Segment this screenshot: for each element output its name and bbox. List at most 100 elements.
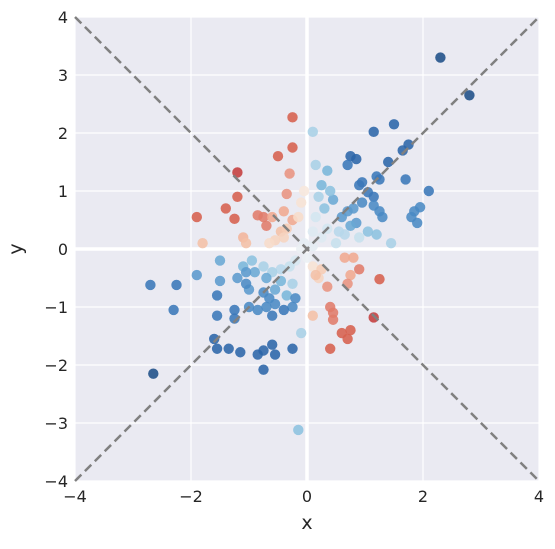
scatter-point [211,290,223,301]
scatter-point [400,174,411,185]
scatter-point [322,165,333,176]
scatter-point [342,159,353,171]
scatter-point [368,191,379,202]
x-axis-label: x [301,512,312,534]
scatter-point [252,304,263,316]
scatter-point [229,213,240,225]
y-tick-label: 3 [58,66,68,85]
y-tick-labels: −4 −3 −2 −1 0 1 2 3 4 [44,8,68,491]
x-tick-label: −4 [63,487,87,506]
scatter-point [345,151,356,162]
scatter-point [235,347,246,358]
scatter-point [327,314,339,325]
scatter-point [325,343,336,354]
scatter-point [316,232,327,243]
scatter-point [290,293,301,304]
scatter-point [368,126,379,138]
scatter-point [336,211,347,223]
scatter-point [214,275,226,287]
y-tick-label: −1 [44,298,68,317]
x-tick-label: 0 [302,487,312,506]
scatter-point [313,191,324,202]
scatter-point [348,252,359,263]
scatter-point [356,197,368,208]
scatter-point [307,310,318,321]
y-tick-label: −4 [44,472,68,491]
scatter-point [371,229,382,240]
scatter-point [383,156,394,168]
scatter-point [374,273,385,285]
scatter-point [284,168,295,179]
scatter-point [307,126,318,138]
scatter-point [362,226,374,237]
scatter-point [374,174,385,185]
scatter-point [301,252,313,263]
scatter-point [278,304,289,316]
scatter-point [325,185,336,197]
scatter-point [287,278,298,289]
y-axis-label: y [5,243,27,254]
scatter-point [211,343,223,354]
data-points [145,52,475,436]
scatter-point [298,185,310,197]
scatter-point [423,185,434,197]
scatter-point [327,194,339,205]
scatter-point [267,310,278,321]
scatter-point [435,52,446,63]
scatter-point [307,240,318,252]
scatter-point [339,252,350,263]
scatter-point [197,238,208,249]
scatter-point [258,211,269,223]
scatter-point [307,226,318,237]
scatter-point [191,211,202,223]
scatter-point [377,211,388,223]
scatter-point [258,364,269,375]
scatter-point [171,279,182,291]
scatter-point [229,304,240,316]
x-tick-labels: −4 −2 0 2 4 [63,487,544,506]
scatter-point [345,269,356,281]
scatter-point [272,151,284,162]
scatter-point [281,290,292,301]
scatter-point [264,238,275,249]
y-tick-label: 4 [58,8,68,27]
y-tick-label: −2 [44,356,68,375]
scatter-point [287,301,298,313]
scatter-point [191,269,202,281]
scatter-point [385,238,397,249]
x-tick-label: 4 [534,487,544,506]
scatter-point [287,343,298,354]
scatter-point [269,349,281,360]
scatter-point [342,333,353,345]
scatter-point [293,211,304,223]
scatter-point [310,211,321,223]
scatter-point [240,267,252,278]
y-tick-label: 0 [58,240,68,259]
scatter-point [287,142,298,153]
anti-identity-line [74,16,540,482]
scatter-point [252,349,263,360]
scatter-point [345,325,356,336]
scatter-point [168,304,179,316]
scatter-point [354,180,365,191]
scatter-point [258,261,269,272]
scatter-point [281,188,292,200]
scatter-point [209,333,220,345]
scatter-point [316,180,327,191]
scatter-point [412,217,423,229]
scatter-point [269,284,281,295]
scatter-point [246,255,258,266]
scatter-point [293,424,304,436]
x-tick-label: 2 [418,487,428,506]
scatter-point [330,238,342,249]
scatter-point [296,197,307,208]
scatter-point [278,206,289,217]
scatter-point [145,279,156,291]
scatter-point [414,202,426,213]
scatter-point [296,327,307,339]
scatter-point [278,232,289,243]
scatter-point [269,298,281,310]
scatter-point [261,220,272,231]
scatter-point [464,90,475,101]
